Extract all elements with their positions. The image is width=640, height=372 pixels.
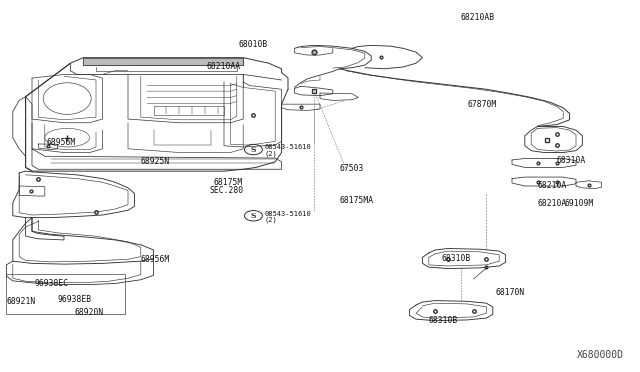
Text: S: S — [251, 145, 256, 154]
Text: 68175MA: 68175MA — [339, 196, 373, 205]
Text: 68310A: 68310A — [557, 156, 586, 165]
Text: 68920N: 68920N — [74, 308, 104, 317]
Text: 08543-51610: 08543-51610 — [265, 211, 312, 217]
Text: 68956M: 68956M — [46, 138, 76, 147]
Text: 96938EC: 96938EC — [35, 279, 68, 288]
Text: 68010B: 68010B — [238, 40, 268, 49]
Text: 68170N: 68170N — [496, 288, 525, 296]
Text: 69109M: 69109M — [564, 199, 594, 208]
Text: 68310B: 68310B — [429, 316, 458, 325]
Text: X680000D: X680000D — [577, 350, 624, 360]
Text: 68175M: 68175M — [214, 178, 243, 187]
Text: 68956M: 68956M — [141, 255, 170, 264]
Polygon shape — [83, 58, 243, 65]
Text: 96938EB: 96938EB — [58, 295, 92, 304]
Text: 68925N: 68925N — [141, 157, 170, 166]
Text: 08543-51610: 08543-51610 — [265, 144, 312, 150]
Text: 68210AB: 68210AB — [461, 13, 495, 22]
Text: 68210A: 68210A — [538, 182, 567, 190]
Text: SEC.280: SEC.280 — [209, 186, 243, 195]
Text: 68210A: 68210A — [538, 199, 567, 208]
Text: 67503: 67503 — [339, 164, 364, 173]
Text: (2): (2) — [265, 217, 278, 224]
Text: 67870M: 67870M — [467, 100, 497, 109]
Text: 68921N: 68921N — [6, 297, 36, 306]
Bar — [6, 274, 125, 314]
Text: (2): (2) — [265, 151, 278, 157]
Text: 68210AA: 68210AA — [207, 62, 241, 71]
Text: S: S — [251, 212, 256, 220]
Text: 68310B: 68310B — [442, 254, 471, 263]
